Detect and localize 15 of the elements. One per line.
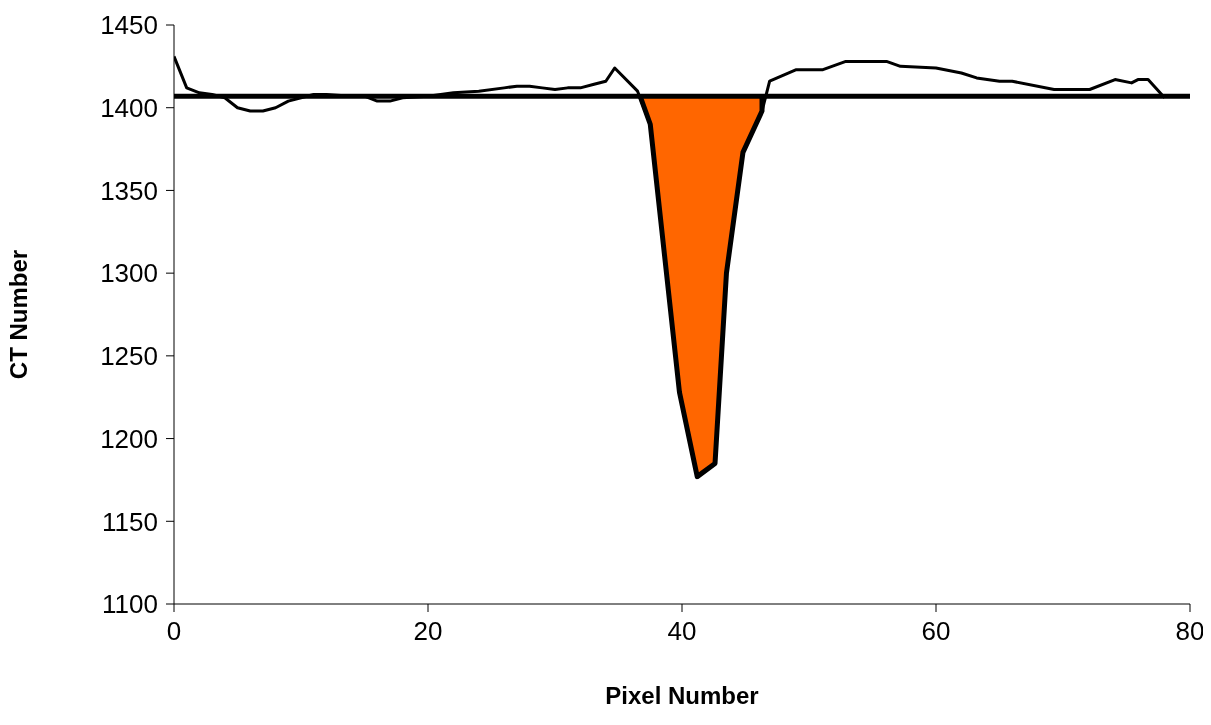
y-tick-label: 1350 (100, 175, 158, 206)
y-tick-label: 1200 (100, 423, 158, 454)
y-tick-label: 1150 (102, 506, 158, 537)
x-tick-label: 0 (166, 616, 182, 647)
y-tick-label: 1450 (100, 10, 158, 41)
x-tick-label: 60 (921, 616, 951, 647)
y-tick-label: 1250 (100, 341, 158, 372)
y-tick-label: 1400 (100, 92, 158, 123)
y-tick-label: 1100 (102, 589, 158, 620)
x-tick-label: 40 (667, 616, 697, 647)
y-axis-title: CT Number (4, 249, 32, 380)
y-tick-label: 1300 (100, 258, 158, 289)
x-tick-label: 20 (413, 616, 443, 647)
x-axis-title: Pixel Number (605, 682, 759, 709)
x-tick-label: 80 (1175, 616, 1205, 647)
